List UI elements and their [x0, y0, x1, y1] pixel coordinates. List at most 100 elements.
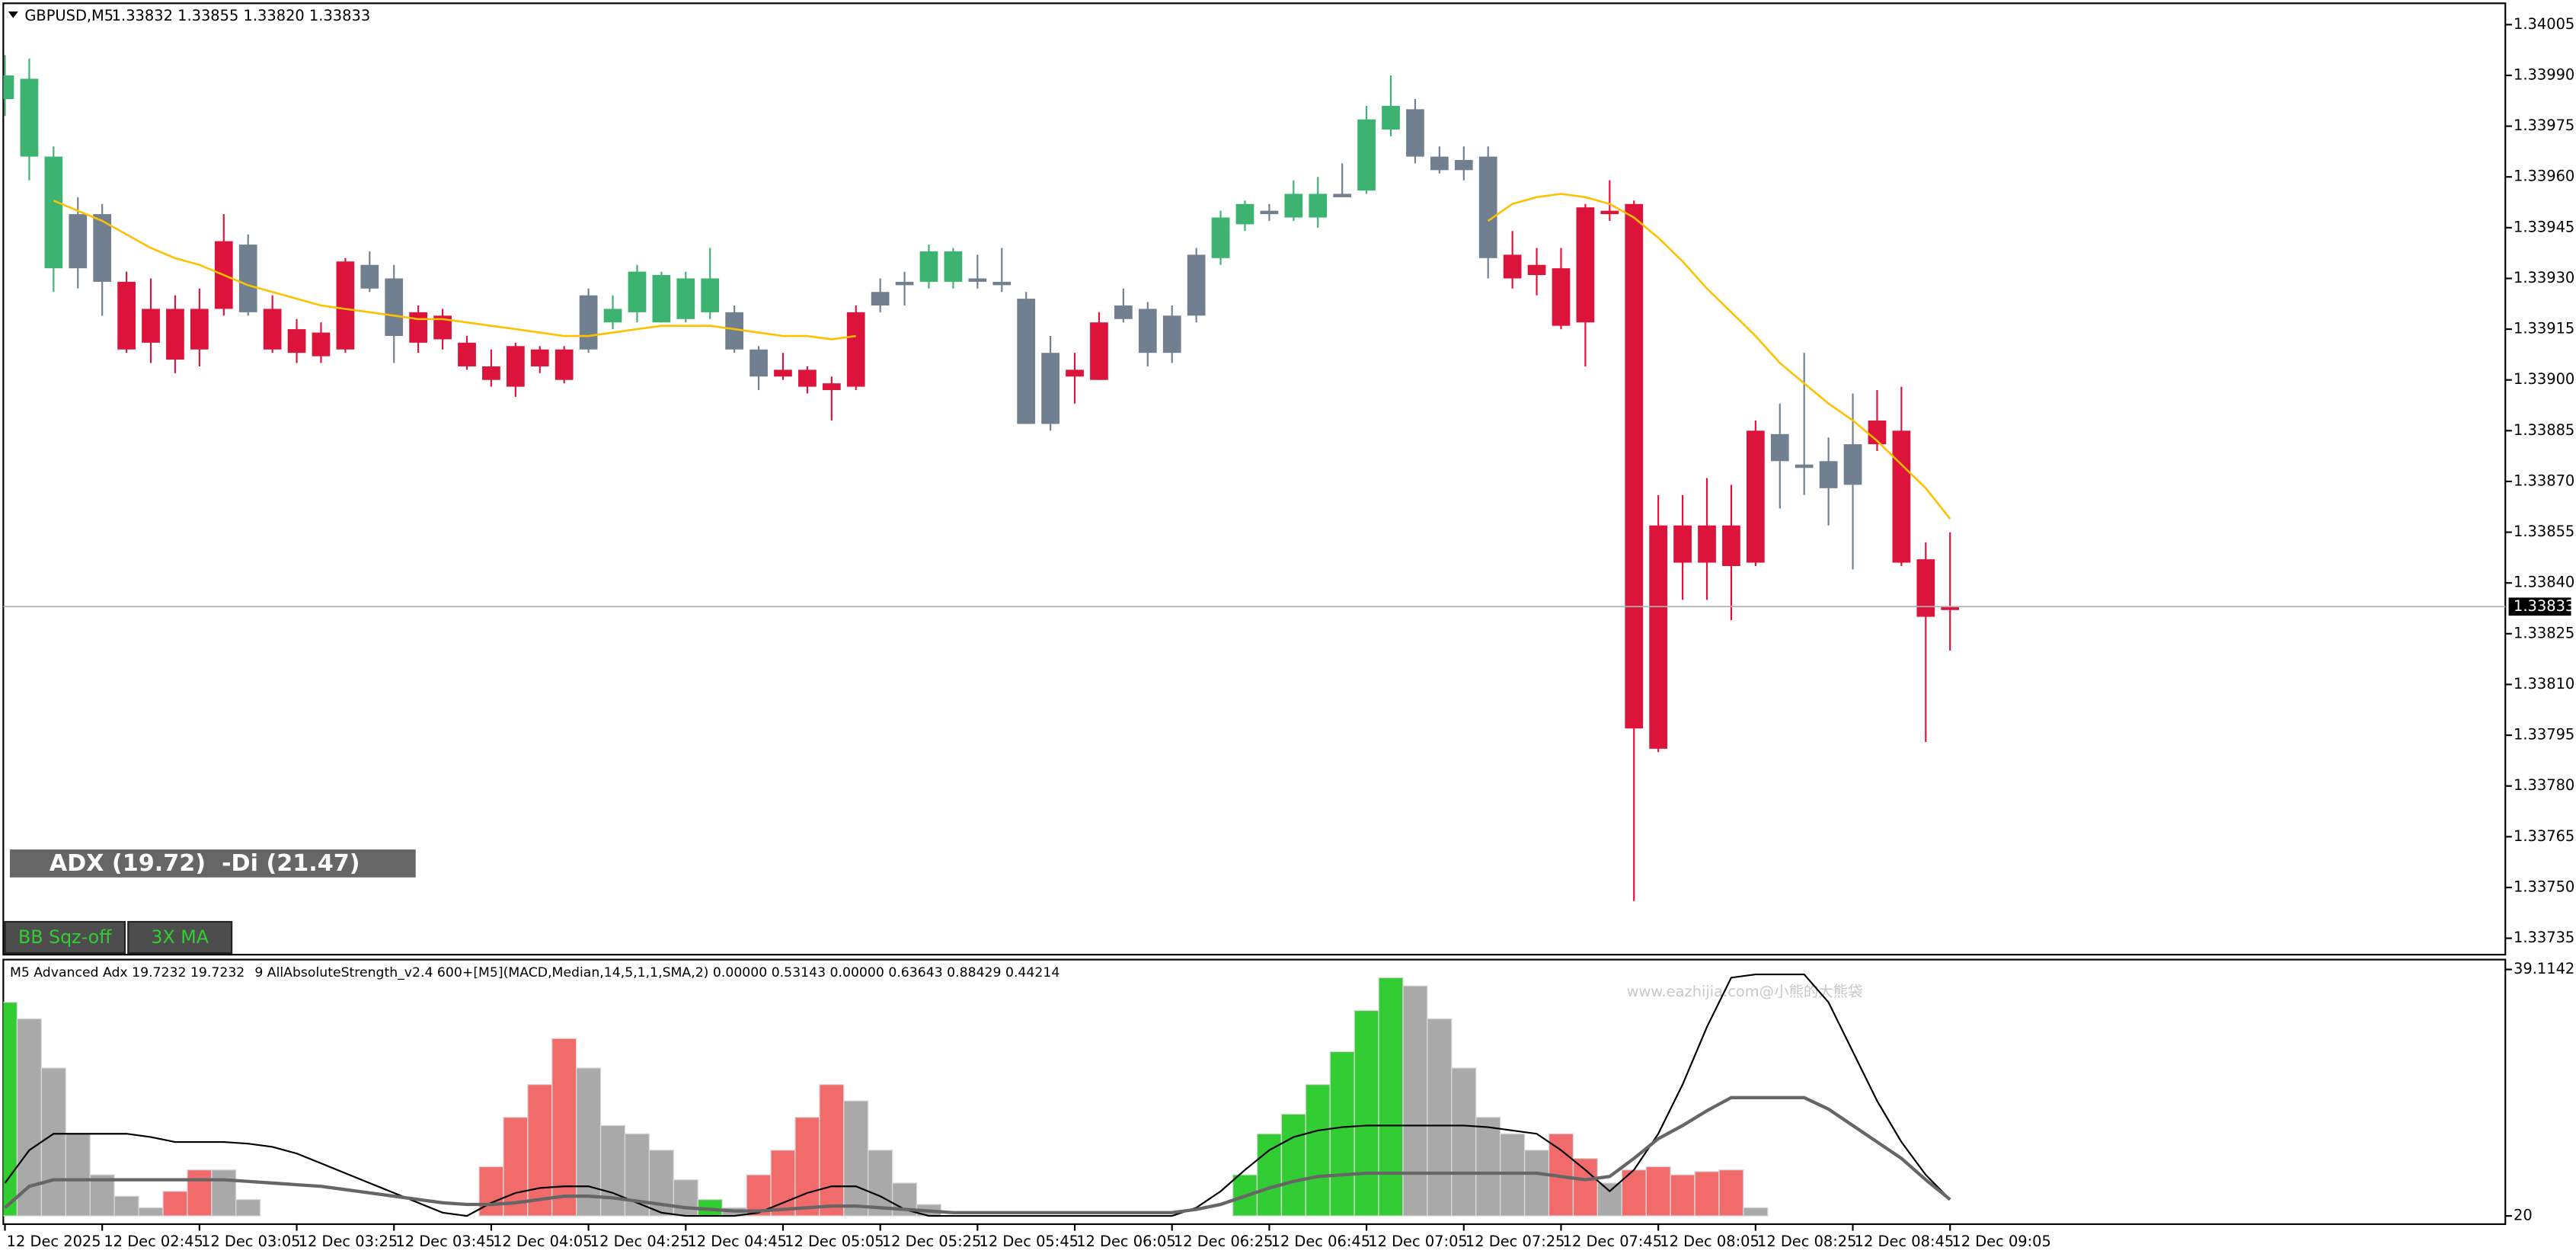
x-tick-label: 12 Dec 06:05 — [1076, 1233, 1176, 1250]
adx-bar — [1378, 977, 1404, 1217]
candle-body — [749, 349, 768, 377]
candle-body — [336, 261, 355, 350]
x-tick-label: 12 Dec 02:45 — [104, 1233, 203, 1250]
candle-body — [1260, 210, 1279, 215]
adx-bar — [819, 1083, 845, 1217]
adx-bar — [235, 1198, 261, 1217]
adx-bar — [551, 1038, 577, 1217]
button[interactable] — [127, 920, 233, 955]
symbol: GBPUSD,M5 — [24, 7, 113, 24]
candle-body — [603, 309, 622, 323]
main-frame — [2, 2, 2507, 956]
adx-bar — [503, 1116, 529, 1217]
candle-body — [992, 281, 1012, 286]
x-tick-label: 12 Dec 04:45 — [687, 1233, 787, 1250]
indicator-line — [4, 973, 1951, 1217]
adx-bar — [1402, 985, 1428, 1217]
y-tick-label: 1.33990 — [2514, 66, 2574, 83]
y-tick-label: 1.33840 — [2514, 574, 2574, 591]
candle-body — [1503, 254, 1522, 279]
adx-bar — [162, 1191, 188, 1217]
adx-bar — [1743, 1207, 1769, 1217]
candle-body — [1552, 268, 1571, 326]
y-tick-label: 1.33795 — [2514, 726, 2574, 744]
adx-bar — [478, 1166, 504, 1217]
adx-bar — [1451, 1067, 1477, 1217]
menu-arrow[interactable] — [8, 11, 18, 18]
adx-bar — [113, 1195, 139, 1217]
candle-body — [774, 369, 792, 377]
adx-bar — [527, 1083, 553, 1217]
button[interactable] — [4, 920, 126, 955]
candle-body — [1770, 433, 1789, 462]
candle-body — [1600, 210, 1619, 215]
candle-body — [190, 309, 209, 350]
candle-body — [1819, 461, 1838, 488]
sub-plot — [3, 973, 1951, 1217]
candle-body — [579, 295, 598, 350]
adx-bar — [794, 1116, 820, 1217]
adx-bar — [673, 1179, 698, 1217]
button-label[interactable]: BB Sqz-off — [18, 926, 112, 948]
candle-body — [1017, 299, 1036, 424]
candle-body — [846, 312, 865, 387]
y-tick-label: 1.33960 — [2514, 168, 2574, 185]
candle-body — [676, 278, 695, 319]
candle-body — [798, 369, 817, 387]
adx-bar — [1256, 1133, 1283, 1217]
candle-body — [1698, 525, 1716, 563]
y-tick-label: 1.33975 — [2514, 117, 2574, 134]
adx-bar — [40, 1067, 66, 1217]
candle-body — [385, 278, 404, 336]
adx-bar — [211, 1169, 237, 1217]
candle-body — [3, 75, 14, 100]
adx-bar — [599, 1124, 626, 1217]
candle-body — [1576, 207, 1595, 323]
y-tick-label: 1.34005 — [2514, 15, 2574, 33]
candle-body — [409, 312, 428, 343]
candle-body — [1649, 525, 1668, 749]
candle-body — [1430, 156, 1449, 171]
candle-body — [506, 346, 525, 387]
candle-body — [822, 383, 841, 391]
price-tag — [2508, 597, 2571, 616]
candle-body — [1795, 464, 1814, 469]
candle-body — [871, 292, 890, 305]
watermark: www.eazhijia.com@小熊的大熊袋 — [1627, 983, 1863, 1000]
adx-bar — [843, 1100, 869, 1217]
ohlc: 1.33832 1.33855 1.33820 1.33833 — [112, 7, 371, 24]
y-tick-label: 1.33900 — [2514, 370, 2574, 388]
candle-body — [142, 309, 160, 343]
x-tick-label: 12 Dec 07:45 — [1563, 1233, 1663, 1250]
candle-body — [1625, 203, 1644, 729]
candle-body — [93, 214, 112, 282]
candle-body — [1187, 254, 1206, 316]
candle-body — [482, 366, 500, 380]
candle-body — [263, 309, 282, 350]
candle-body — [1478, 156, 1497, 258]
adx-bar — [1572, 1157, 1598, 1217]
candle-body — [458, 342, 476, 366]
candle-body — [1673, 525, 1692, 563]
price-tag-label: 1.33833 — [2514, 597, 2574, 615]
x-tick-label: 12 Dec 06:25 — [1174, 1233, 1274, 1250]
candle-body — [1357, 119, 1376, 190]
candle-body — [1892, 430, 1911, 563]
y-tick-label: 1.33885 — [2514, 421, 2574, 439]
adx-bar — [138, 1207, 164, 1217]
candle-body — [1114, 305, 1133, 319]
candle-body — [1722, 525, 1740, 567]
adx-label: ADX (19.72) -Di (21.47) — [50, 850, 360, 877]
button-label[interactable]: 3X MA — [151, 926, 209, 948]
candle-body — [1406, 109, 1424, 157]
x-tick-label: 12 Dec 03:05 — [201, 1233, 301, 1250]
candle-body — [1235, 203, 1254, 225]
x-tick-label: 12 Dec 08:25 — [1757, 1233, 1857, 1250]
x-tick-label: 12 Dec 08:45 — [1855, 1233, 1954, 1250]
y-tick-label: 1.33810 — [2514, 675, 2574, 692]
y-tick-label: 1.33945 — [2514, 218, 2574, 235]
adx-bar — [1354, 1009, 1379, 1217]
y-tick-label: 39.1142 — [2514, 960, 2574, 977]
